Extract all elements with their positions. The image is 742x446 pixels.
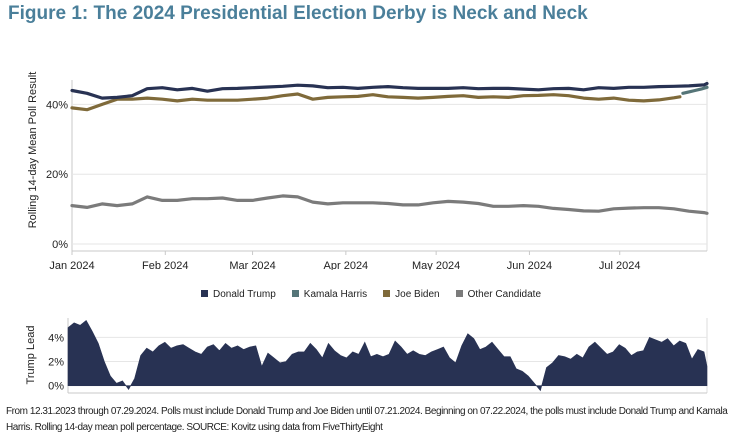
legend-swatch — [291, 289, 299, 297]
lead-y-axis-ticks: 0% 2% 4% — [48, 332, 64, 392]
main-x-tick-label: Jul 2024 — [599, 260, 641, 270]
lead-y-tick-label: 0% — [48, 381, 64, 393]
lead-y-axis-label: Trump Lead — [25, 326, 37, 385]
series-line-donald-trump — [70, 81, 709, 100]
legend-item: Other Candidate — [455, 289, 542, 300]
legend-item: Donald Trump — [200, 289, 276, 300]
main-series-lines — [70, 81, 709, 215]
legend-label: Donald Trump — [212, 289, 276, 300]
main-y-axis-label: Rolling 14-day Mean Poll Result — [27, 72, 39, 229]
main-x-tick-label: Mar 2024 — [229, 260, 275, 270]
main-y-tick-label: 40% — [46, 99, 68, 111]
legend-item: Joe Biden — [383, 289, 440, 300]
figure-title: Figure 1: The 2024 Presidential Election… — [8, 3, 588, 24]
main-x-tick-label: Jun 2024 — [507, 260, 552, 270]
main-x-tick-label: Jan 2024 — [49, 260, 94, 270]
lead-y-tick-label: 2% — [48, 357, 64, 369]
legend-label: Joe Biden — [395, 289, 440, 300]
main-x-tick-label: May 2024 — [412, 260, 460, 270]
series-line-other-candidate — [70, 194, 709, 215]
main-y-tick-label: 0% — [52, 239, 68, 251]
legend-swatch — [383, 289, 391, 297]
series-line-kamala-harris — [681, 85, 709, 95]
main-gridlines — [71, 80, 708, 252]
legend-swatch — [455, 289, 463, 297]
legend-item: Kamala Harris — [291, 289, 368, 300]
chart-legend: Donald Trump Kamala Harris Joe Biden Other … — [0, 289, 742, 300]
main-x-tick-label: Feb 2024 — [142, 260, 188, 270]
lead-y-tick-label: 4% — [48, 332, 64, 344]
main-line-chart: 0% 20% 40% Jan 2024 Feb 2024 Mar 2024 Apr 202… — [27, 72, 709, 270]
legend-swatch — [200, 289, 208, 297]
lead-area-series — [67, 319, 708, 392]
legend-label: Kamala Harris — [303, 289, 368, 300]
trump-lead-area — [67, 319, 708, 392]
series-line-joe-biden — [70, 92, 682, 112]
legend-label: Other Candidate — [467, 289, 542, 300]
lead-gridlines — [67, 318, 708, 394]
main-y-tick-label: 20% — [46, 169, 68, 181]
main-y-axis-ticks: 0% 20% 40% — [46, 99, 68, 251]
footnote: From 12.31.2023 through 07.29.2024. Poll… — [6, 406, 728, 433]
main-x-tick-label: Apr 2024 — [324, 260, 369, 270]
main-x-axis-ticks: Jan 2024 Feb 2024 Mar 2024 Apr 2024 May 2024… — [49, 251, 641, 270]
